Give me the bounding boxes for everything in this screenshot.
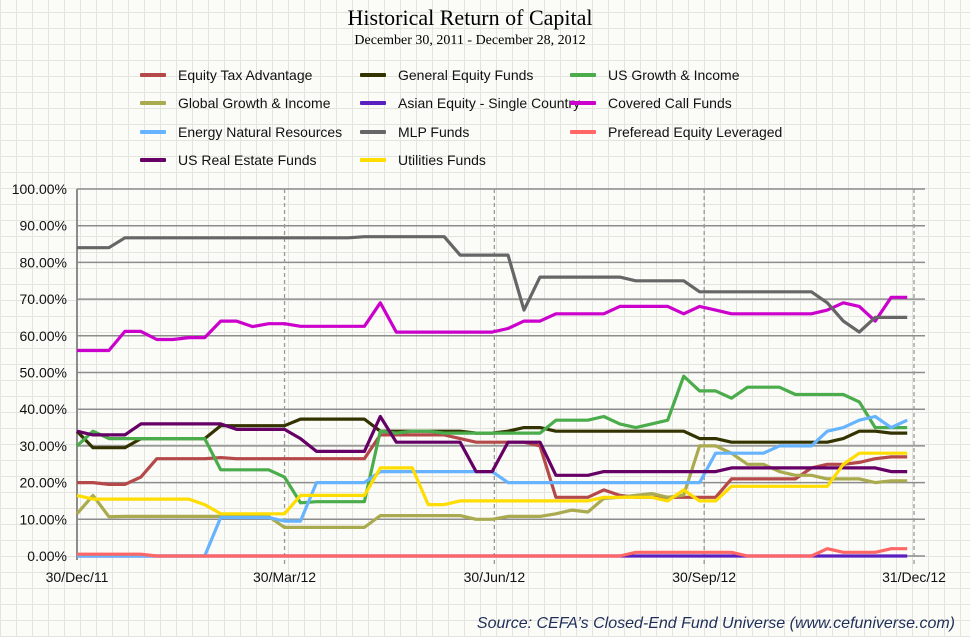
legend-swatch — [140, 158, 166, 162]
series-line-us-growth-income — [75, 374, 908, 505]
y-tick-label: 80.00% — [20, 254, 67, 270]
series-line-equity-tax-advantage — [77, 433, 908, 499]
y-tick-label: 50.00% — [20, 365, 67, 381]
legend-label: Equity Tax Advantage — [178, 67, 313, 83]
legend-swatch — [570, 101, 596, 105]
legend-label: Utilities Funds — [398, 152, 486, 168]
legend-item: Global Growth & Income — [140, 94, 331, 112]
y-tick-label: 10.00% — [20, 511, 67, 527]
source-note: Source: CEFA’s Closed-End Fund Universe … — [476, 615, 955, 632]
legend-label: Energy Natural Resources — [178, 124, 343, 140]
series-line-us-real-estate-funds — [76, 414, 908, 477]
legend-item: Asian Equity - Single Country — [360, 94, 580, 112]
legend-item: MLP Funds — [360, 123, 469, 141]
legend-swatch — [140, 130, 166, 134]
x-tick-label: 30/Jun/12 — [464, 569, 526, 585]
y-tick-label: 90.00% — [20, 218, 67, 234]
legend-item: US Real Estate Funds — [140, 151, 317, 169]
legend-item: Utilities Funds — [360, 151, 486, 169]
y-tick-label: 70.00% — [20, 291, 67, 307]
legend-swatch — [140, 101, 166, 105]
chart-subtitle: December 30, 2011 - December 28, 2012 — [354, 33, 586, 48]
y-tick-label: 60.00% — [20, 328, 67, 344]
legend-swatch — [360, 130, 386, 134]
legend-label: MLP Funds — [398, 124, 470, 140]
legend-label: Preferead Equity Leveraged — [608, 124, 783, 140]
x-tick-label: 30/Sep/12 — [672, 569, 736, 585]
legend-label: US Growth & Income — [608, 67, 740, 83]
y-tick-label: 100.00% — [12, 181, 67, 197]
y-tick-label: 20.00% — [20, 475, 67, 491]
legend-label: US Real Estate Funds — [178, 152, 317, 168]
legend-item: Preferead Equity Leveraged — [570, 123, 782, 141]
series-line-utilities-funds — [76, 451, 908, 516]
legend-label: Covered Call Funds — [608, 95, 732, 111]
legend-swatch — [360, 101, 386, 105]
legend-item: US Growth & Income — [570, 66, 740, 84]
y-tick-label: 40.00% — [20, 401, 67, 417]
y-tick-label: 30.00% — [20, 438, 67, 454]
x-tick-label: 30/Dec/11 — [46, 569, 109, 585]
y-tick-label: 0.00% — [27, 548, 67, 564]
legend-item: General Equity Funds — [360, 66, 533, 84]
legend-item: Covered Call Funds — [570, 94, 732, 112]
legend-label: Global Growth & Income — [178, 95, 331, 111]
legend-item: Energy Natural Resources — [140, 123, 342, 141]
legend-swatch — [140, 73, 166, 77]
legend-item: Equity Tax Advantage — [140, 66, 312, 84]
legend-swatch — [360, 158, 386, 162]
series-line-preferead-equity-leveraged — [77, 547, 908, 558]
legend-swatch — [570, 73, 596, 77]
x-tick-label: 30/Mar/12 — [253, 569, 316, 585]
legend-label: Asian Equity - Single Country — [398, 95, 581, 111]
legend-label: General Equity Funds — [398, 67, 534, 83]
legend-swatch — [570, 130, 596, 134]
chart-title: Historical Return of Capital — [347, 5, 593, 30]
x-tick-label: 31/Dec/12 — [882, 569, 946, 585]
series-line-mlp-funds — [77, 235, 908, 334]
series-line-covered-call-funds — [77, 295, 908, 353]
legend-swatch — [360, 73, 386, 77]
